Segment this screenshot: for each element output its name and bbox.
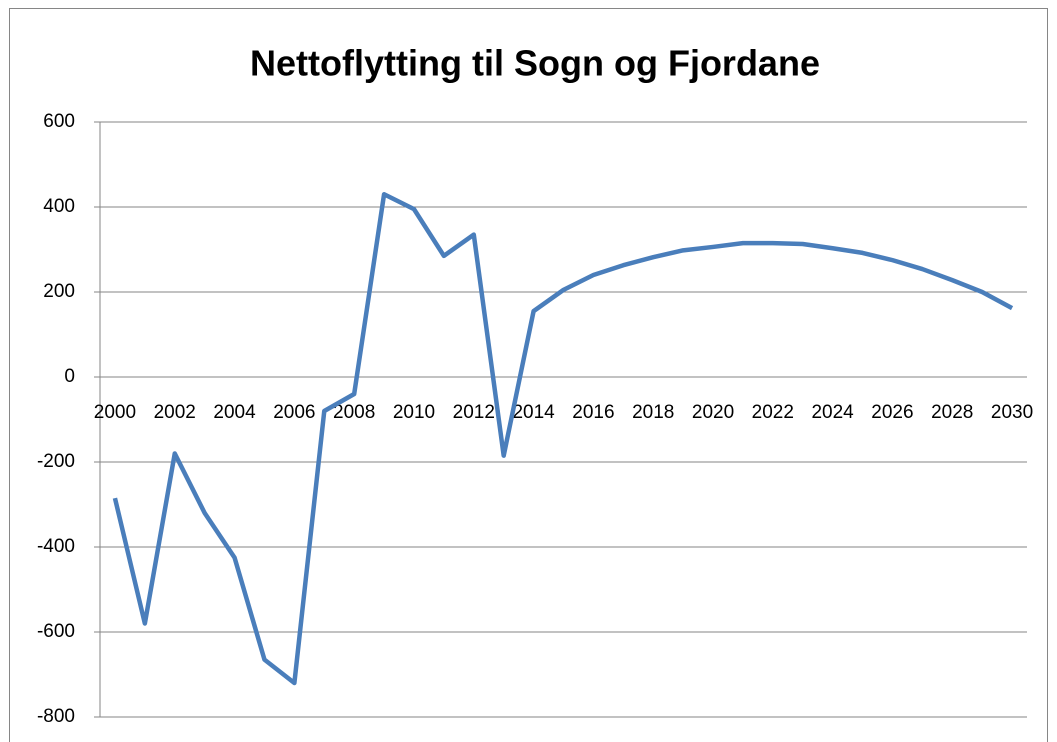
chart-title: Nettoflytting til Sogn og Fjordane — [250, 43, 820, 84]
x-tick-label: 2018 — [632, 402, 674, 423]
x-tick-label: 2024 — [811, 402, 854, 423]
x-tick-label: 2030 — [991, 402, 1033, 423]
y-tick-label: 400 — [43, 196, 75, 217]
x-tick-label: 2012 — [453, 402, 495, 423]
y-tick-label: -800 — [37, 706, 75, 727]
y-tick-label: -600 — [37, 621, 75, 642]
y-tick-label: 600 — [43, 111, 75, 132]
x-tick-label: 2010 — [393, 402, 435, 423]
y-tick-label: 0 — [64, 366, 75, 387]
x-tick-label: 2004 — [213, 402, 256, 423]
x-tick-label: 2028 — [931, 402, 973, 423]
x-tick-label: 2022 — [752, 402, 794, 423]
x-tick-label: 2008 — [333, 402, 375, 423]
x-tick-label: 2020 — [692, 402, 734, 423]
chart-border — [9, 8, 1048, 742]
y-tick-label: -400 — [37, 536, 75, 557]
x-tick-label: 2002 — [154, 402, 196, 423]
x-tick-label: 2014 — [512, 402, 555, 423]
y-tick-label: 200 — [43, 281, 75, 302]
x-tick-label: 2000 — [94, 402, 136, 423]
y-tick-label: -200 — [37, 451, 75, 472]
x-tick-label: 2026 — [871, 402, 913, 423]
x-tick-label: 2016 — [572, 402, 614, 423]
data-line — [112, 192, 1014, 686]
x-tick-label: 2006 — [273, 402, 315, 423]
